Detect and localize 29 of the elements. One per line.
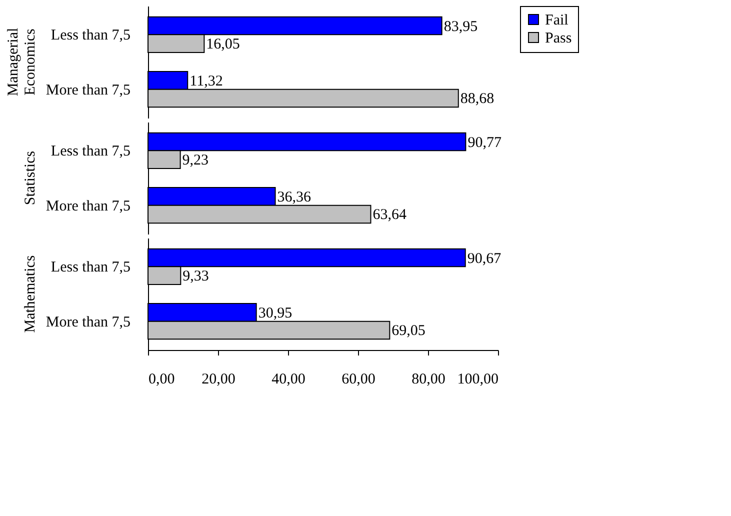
y-tick-label: More than 7,5 <box>46 314 130 330</box>
data-label: 69,05 <box>392 323 426 340</box>
data-label: 16,05 <box>206 36 240 53</box>
x-tick-label: 20,00 <box>202 372 236 388</box>
text: Managerial Economics <box>5 28 38 96</box>
legend-label: Fail <box>545 12 568 28</box>
y-tick-label: More than 7,5 <box>46 82 130 98</box>
data-label: 36,36 <box>277 189 312 206</box>
y-tick-label: Less than 7,5 <box>50 260 130 276</box>
data-label: 30,95 <box>258 305 292 322</box>
x-tick-label: 0,00 <box>148 372 175 388</box>
data-label: 63,64 <box>372 207 407 224</box>
text: Mathematics <box>22 255 38 333</box>
y-tick-label: Less than 7,5 <box>50 28 130 44</box>
x-tick-label: 100,00 <box>457 372 498 388</box>
data-label: 11,32 <box>190 73 223 90</box>
legend-label: Pass <box>545 30 572 46</box>
x-tick-label: 40,00 <box>272 372 306 388</box>
data-label: 88,68 <box>460 91 494 108</box>
x-tick-label: 60,00 <box>342 372 376 388</box>
data-label: 90,67 <box>467 250 502 267</box>
data-label: 9,33 <box>182 268 209 285</box>
data-label: 83,95 <box>444 18 478 35</box>
text: Statistics <box>22 150 38 206</box>
data-label: 9,23 <box>182 152 209 169</box>
y-tick-label: Less than 7,5 <box>50 144 130 160</box>
x-tick-label: 80,00 <box>412 372 446 388</box>
data-label: 90,77 <box>468 134 502 151</box>
y-tick-label: More than 7,5 <box>46 198 130 214</box>
